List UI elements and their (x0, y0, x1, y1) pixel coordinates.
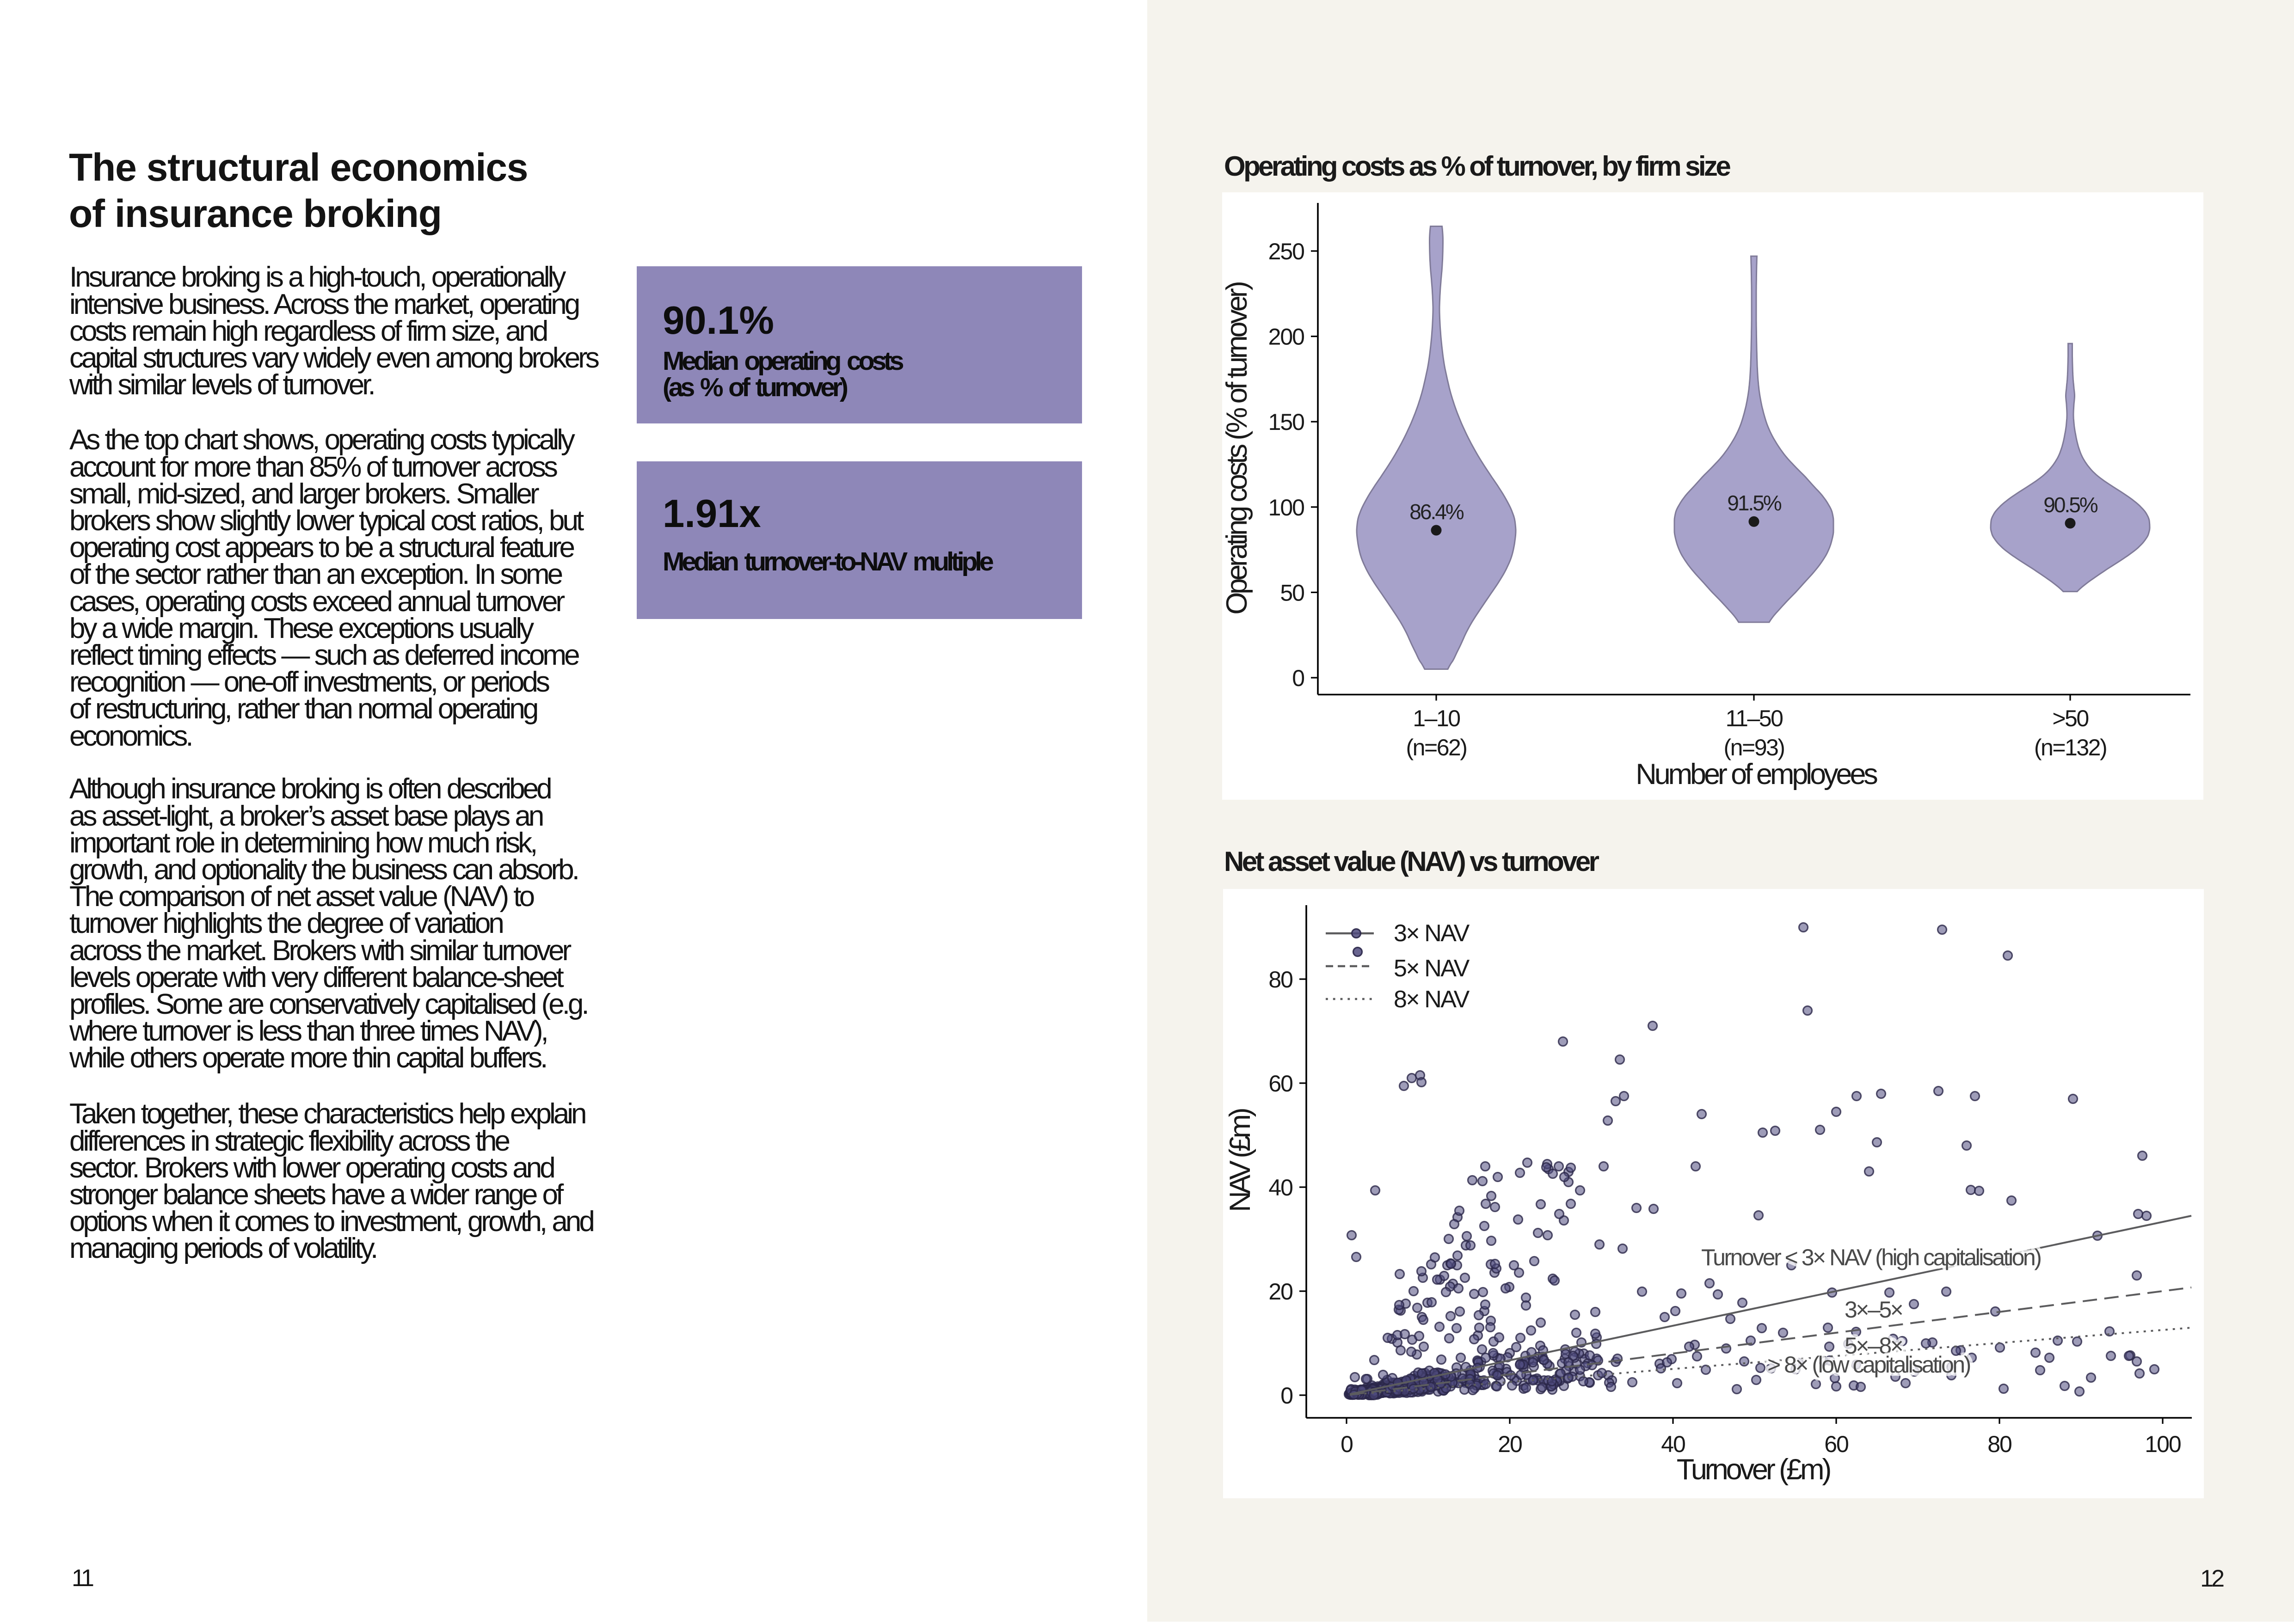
svg-text:5×–8×: 5×–8× (1845, 1333, 1902, 1359)
svg-text:80: 80 (1268, 967, 1292, 993)
svg-text:Operating costs as % of turnov: Operating costs as % of turnover, by fir… (1224, 151, 1730, 182)
svg-text:0: 0 (1341, 1431, 1353, 1457)
svg-text:8× NAV: 8× NAV (1394, 986, 1470, 1013)
svg-text:Turnover < 3× NAV (high capita: Turnover < 3× NAV (high capitalisation) (1701, 1244, 2041, 1270)
svg-text:>50: >50 (2052, 705, 2088, 731)
svg-text:40: 40 (1268, 1175, 1292, 1201)
svg-text:(n=62): (n=62) (1406, 735, 1467, 760)
svg-text:> 8× (low capitalisation): > 8× (low capitalisation) (1767, 1352, 1970, 1378)
svg-text:1–10: 1–10 (1413, 705, 1460, 731)
svg-text:200: 200 (1268, 324, 1304, 350)
svg-text:60: 60 (1268, 1071, 1292, 1097)
svg-text:NAV (£m): NAV (£m) (1224, 1109, 1256, 1212)
svg-text:91.5%: 91.5% (1727, 491, 1782, 515)
svg-text:Operating costs (% of turnover: Operating costs (% of turnover) (1221, 282, 1253, 614)
svg-text:Turnover (£m): Turnover (£m) (1677, 1453, 1831, 1486)
svg-text:11–50: 11–50 (1726, 705, 1783, 731)
svg-text:(n=132): (n=132) (2034, 735, 2106, 760)
svg-text:(n=93): (n=93) (1724, 735, 1784, 760)
svg-text:50: 50 (1280, 580, 1304, 606)
svg-text:90.5%: 90.5% (2043, 493, 2098, 517)
svg-text:20: 20 (1498, 1431, 1522, 1457)
svg-text:5× NAV: 5× NAV (1394, 955, 1470, 982)
svg-text:Number of employees: Number of employees (1636, 758, 1877, 791)
svg-text:3× NAV: 3× NAV (1394, 920, 1470, 947)
svg-text:250: 250 (1268, 239, 1304, 264)
svg-text:86.4%: 86.4% (1409, 500, 1464, 524)
svg-text:150: 150 (1268, 409, 1304, 435)
svg-text:60: 60 (1824, 1431, 1848, 1457)
svg-text:Net asset value (NAV) vs turno: Net asset value (NAV) vs turnover (1224, 846, 1599, 877)
svg-text:100: 100 (2145, 1431, 2181, 1457)
svg-text:20: 20 (1268, 1279, 1292, 1305)
svg-text:40: 40 (1661, 1431, 1685, 1457)
svg-text:0: 0 (1280, 1383, 1292, 1409)
svg-text:100: 100 (1268, 495, 1304, 521)
svg-text:12: 12 (2200, 1565, 2224, 1592)
svg-text:80: 80 (1987, 1431, 2011, 1457)
svg-text:0: 0 (1292, 665, 1304, 691)
svg-text:3×–5×: 3×–5× (1845, 1297, 1902, 1323)
